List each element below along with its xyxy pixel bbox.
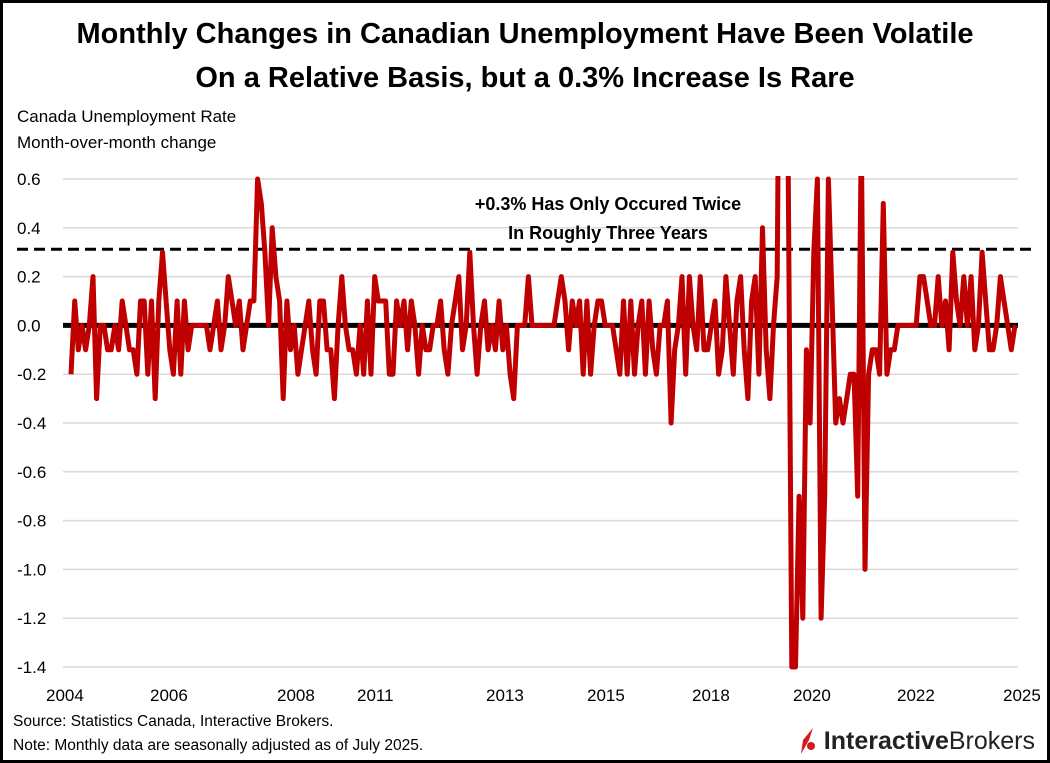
series-subtitle: Month-over-month change xyxy=(17,133,217,152)
x-tick-label: 2020 xyxy=(793,686,831,705)
y-tick-label: 0.2 xyxy=(17,268,41,287)
x-tick-label: 2008 xyxy=(277,686,315,705)
x-tick-label: 2011 xyxy=(357,686,394,705)
chart-title-line2: On a Relative Basis, but a 0.3% Increase… xyxy=(195,62,855,94)
y-tick-label: 0.0 xyxy=(17,316,41,335)
y-tick-label: -0.6 xyxy=(17,463,46,482)
annotation-line1: +0.3% Has Only Occured Twice xyxy=(475,194,741,214)
chart-title-line1: Monthly Changes in Canadian Unemployment… xyxy=(76,18,974,50)
y-tick-label: 0.6 xyxy=(17,170,41,189)
annotation-line2: In Roughly Three Years xyxy=(508,223,708,243)
y-tick-label: -0.2 xyxy=(17,365,46,384)
x-tick-label: 2013 xyxy=(486,686,524,705)
y-tick-label: -0.4 xyxy=(17,414,46,433)
y-tick-label: -1.0 xyxy=(17,560,46,579)
logo-text-interactive: Interactive xyxy=(823,726,949,755)
series-line xyxy=(68,176,1018,670)
gridlines xyxy=(63,178,1018,668)
x-tick-label: 2018 xyxy=(692,686,730,705)
y-tick-label: -1.4 xyxy=(17,658,46,677)
y-tick-label: -0.8 xyxy=(17,512,46,531)
x-tick-label: 2004 xyxy=(46,686,84,705)
x-axis-ticks: 2004 2006 2008 2011 2013 2015 2018 2020 2022 2025 xyxy=(46,686,1041,705)
x-tick-label: 2015 xyxy=(587,686,625,705)
x-tick-label: 2025 xyxy=(1003,686,1041,705)
y-tick-label: -1.2 xyxy=(17,609,46,628)
y-axis-ticks: 0.6 0.4 0.2 0.0 -0.2 -0.4 -0.6 -0.8 -1.0 -1.2 -1.4 xyxy=(17,170,46,677)
logo-text-brokers: Brokers xyxy=(948,726,1035,755)
x-tick-label: 2022 xyxy=(897,686,935,705)
plot-area: 0.6 0.4 0.2 0.0 -0.2 -0.4 -0.6 -0.8 -1.0 -1.2 -1.4… xyxy=(17,170,1041,705)
x-tick-label: 2006 xyxy=(150,686,188,705)
data-note: Note: Monthly data are seasonally adjust… xyxy=(13,737,424,754)
interactive-brokers-logo: Interactive Brokers xyxy=(799,726,1035,756)
source-note: Source: Statistics Canada, Interactive B… xyxy=(13,713,334,730)
ib-flag-logo-icon xyxy=(800,728,815,754)
series-points xyxy=(70,178,1016,668)
y-tick-label: 0.4 xyxy=(17,219,41,238)
series-title: Canada Unemployment Rate xyxy=(17,107,237,126)
